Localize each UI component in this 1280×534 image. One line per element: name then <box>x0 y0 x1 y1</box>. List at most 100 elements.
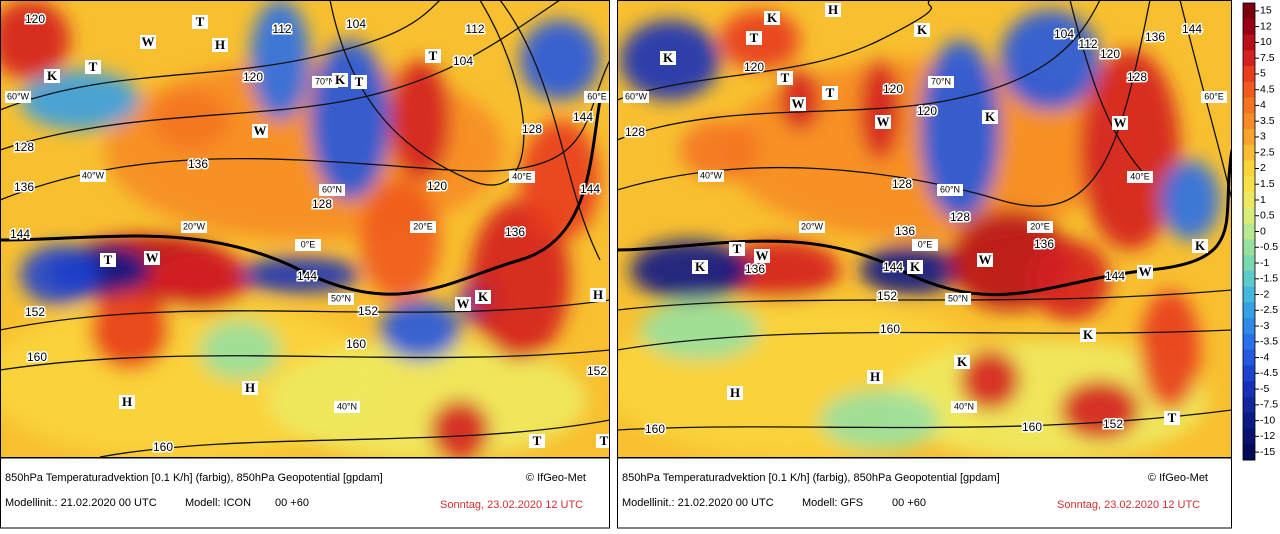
contour-label: 152 <box>1103 417 1123 431</box>
colorbar-band <box>1243 97 1255 114</box>
advection-blob <box>1160 160 1220 240</box>
contour-label: 136 <box>188 157 208 171</box>
pressure-marker-box <box>1137 265 1153 279</box>
pressure-marker-box <box>907 260 923 274</box>
model-init: Modellinit.: 21.02.2020 00 UTC <box>622 497 774 509</box>
contour-label: 144 <box>1105 269 1125 283</box>
contour-label: 152 <box>587 364 607 378</box>
contour-label: 136 <box>745 262 765 276</box>
grid-label: 40°N <box>954 401 974 411</box>
contour-label: 160 <box>1022 420 1042 434</box>
colorbar-label: 0 <box>1260 225 1266 237</box>
contour-label: 136 <box>1034 237 1054 251</box>
colorbar-band <box>1243 412 1255 429</box>
contour-label: 144 <box>580 182 600 196</box>
pressure-marker-box <box>1192 239 1208 253</box>
advection-blob <box>200 320 280 380</box>
contour-label: 160 <box>346 337 366 351</box>
grid-label-box <box>410 221 436 233</box>
grid-label-box <box>799 221 825 233</box>
caption-box <box>617 457 1232 529</box>
pressure-marker: W <box>142 34 155 49</box>
grid-label: 70°N <box>931 76 951 86</box>
pressure-marker-box <box>825 3 841 17</box>
grid-label: 60°E <box>1204 91 1224 101</box>
colorbar-label: 3.5 <box>1260 115 1275 127</box>
pressure-marker-box <box>914 23 930 37</box>
pressure-marker-box <box>212 38 228 52</box>
pressure-marker-box <box>144 251 160 265</box>
colorbar-band <box>1243 66 1255 83</box>
geopotential-contour <box>0 0 441 111</box>
colorbar-band <box>1243 365 1255 382</box>
pressure-marker-box <box>790 97 806 111</box>
colorbar-label: -4 <box>1260 351 1269 363</box>
contour-label: 120 <box>917 104 937 118</box>
contour-label: 152 <box>358 304 378 318</box>
pressure-marker-box <box>140 35 156 49</box>
colorbar-band <box>1243 428 1255 445</box>
contour-label: 152 <box>877 289 897 303</box>
caption-copyright: © IfGeo-Met <box>1148 472 1208 484</box>
pressure-marker-box <box>867 370 883 384</box>
colorbar-label: 7.5 <box>1260 52 1275 64</box>
pressure-marker: K <box>335 72 346 87</box>
colorbar-band <box>1243 444 1255 461</box>
pressure-marker-box <box>590 288 606 302</box>
caption-title: 850hPa Temperaturadvektion [0.1 K/h] (fa… <box>5 472 383 484</box>
grid-label-box <box>509 171 535 183</box>
pressure-marker: T <box>429 48 438 63</box>
pressure-marker: K <box>957 354 968 369</box>
grid-label-box <box>928 76 954 88</box>
advection-blob <box>860 60 900 160</box>
colorbar-label: -1 <box>1260 257 1269 269</box>
map-panel: 60°W 70°N 60°E 40°W 60°N 40°E 20°W 20°E 0°E 50°N 4… <box>0 0 610 457</box>
pressure-marker: T <box>600 433 609 448</box>
grid-label-box <box>181 221 207 233</box>
pressure-marker-box <box>351 75 367 89</box>
pressure-marker-box <box>746 31 762 45</box>
grid-label-box <box>80 170 106 182</box>
grid-label-box <box>334 401 360 413</box>
pressure-marker-box <box>119 395 135 409</box>
contour-label: 144 <box>573 110 593 124</box>
advection-blob <box>430 400 490 457</box>
colorbar-label: 2.5 <box>1260 146 1275 158</box>
colorbar-label: 4.5 <box>1260 83 1275 95</box>
pressure-marker-box <box>332 73 348 87</box>
colorbar-band <box>1243 192 1255 209</box>
contour-label: 104 <box>1054 27 1074 41</box>
pressure-marker: T <box>355 74 364 89</box>
advection-blob <box>267 340 587 457</box>
contour-label: 128 <box>522 122 542 136</box>
advection-blob <box>470 200 570 360</box>
pressure-marker: T <box>1168 410 1177 425</box>
contour-label: 144 <box>1182 22 1202 36</box>
advection-blob <box>250 0 310 120</box>
pressure-marker-box <box>729 242 745 256</box>
colorbar-band <box>1243 270 1255 288</box>
colorbar-band <box>1243 18 1255 36</box>
pressure-marker-box <box>982 110 998 124</box>
pressure-marker: K <box>478 289 489 304</box>
colorbar-band <box>1243 176 1255 193</box>
advection-blob <box>720 240 840 300</box>
grid-label: 40°N <box>337 401 357 411</box>
colorbar-band <box>1243 81 1255 99</box>
pressure-marker: W <box>457 296 470 311</box>
pressure-marker: W <box>146 250 159 265</box>
contour-label: 144 <box>883 260 903 274</box>
colorbar-band <box>1243 223 1255 240</box>
pressure-marker: W <box>1139 264 1152 279</box>
colorbar-label: 15 <box>1260 5 1272 17</box>
advection-blob <box>820 390 940 450</box>
model-name: Modell: GFS <box>802 497 863 509</box>
grid-label: 60°W <box>625 91 648 101</box>
advection-blob <box>630 240 750 300</box>
grid-label: 20°W <box>801 221 824 231</box>
contour-label: 144 <box>297 269 317 283</box>
geopotential-contour <box>0 299 610 331</box>
colorbar-band <box>1243 396 1255 414</box>
colorbar-band <box>1243 113 1255 130</box>
